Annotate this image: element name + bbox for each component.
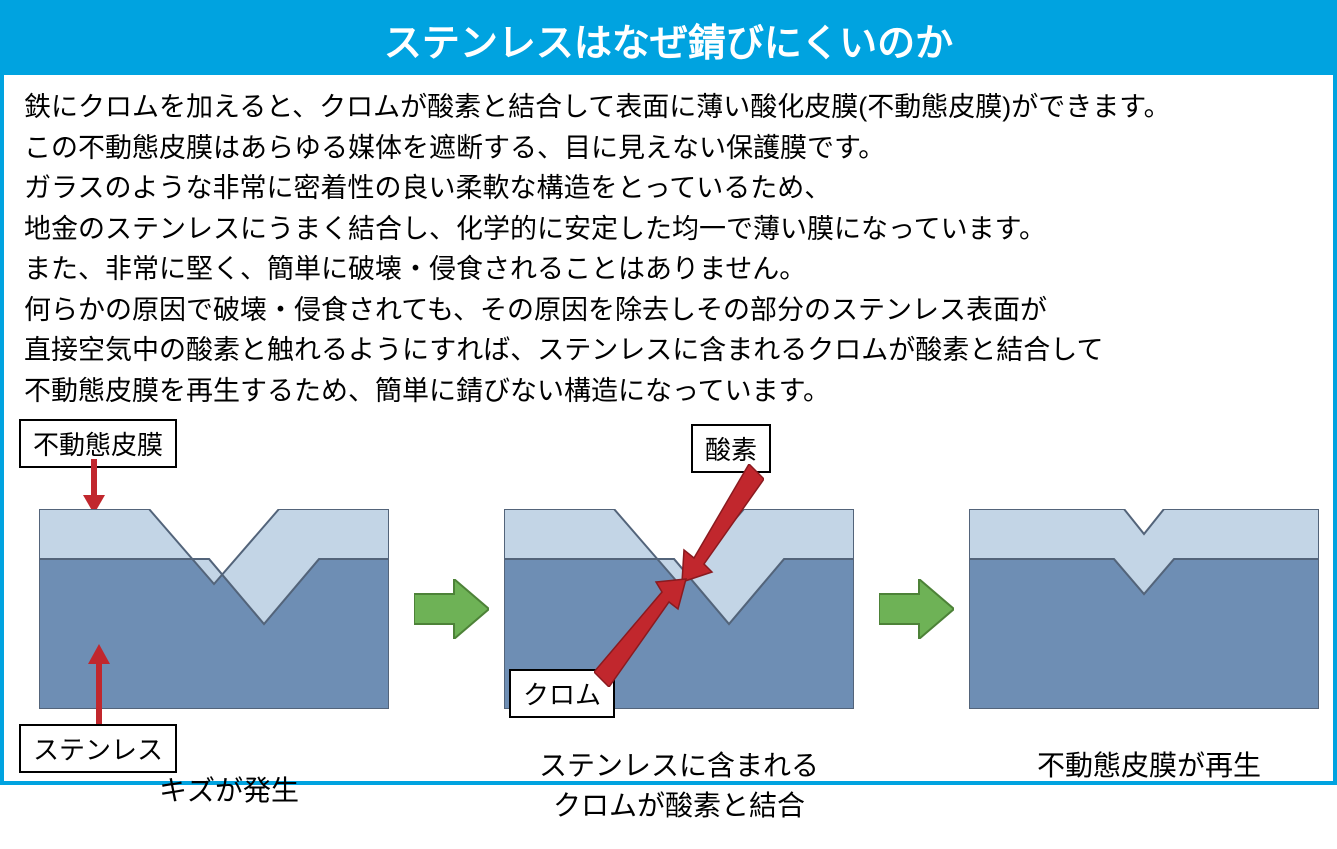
caption-panel-1: キズが発生 <box>129 769 329 809</box>
title-bar: ステンレスはなぜ錆びにくいのか <box>4 4 1333 75</box>
arrow-oxygen-icon <box>674 464 764 584</box>
panel-3 <box>969 509 1319 709</box>
arrow-stainless-icon <box>84 644 114 724</box>
caption-panel-2: ステンレスに含まれる クロムが酸素と結合 <box>519 744 839 824</box>
infographic-container: ステンレスはなぜ錆びにくいのか 鉄にクロムを加えると、クロムが酸素と結合して表面… <box>0 0 1337 785</box>
label-stainless: ステンレス <box>19 724 177 773</box>
description-text: 鉄にクロムを加えると、クロムが酸素と結合して表面に薄い酸化皮膜(不動態皮膜)がで… <box>4 75 1333 419</box>
arrow-passive-film-icon <box>79 459 109 514</box>
title-text: ステンレスはなぜ錆びにくいのか <box>384 23 953 65</box>
caption-panel-3: 不動態皮膜が再生 <box>1009 744 1289 784</box>
process-arrow-2-icon <box>879 579 954 639</box>
arrow-chromium-icon <box>594 577 694 687</box>
process-arrow-1-icon <box>414 579 489 639</box>
